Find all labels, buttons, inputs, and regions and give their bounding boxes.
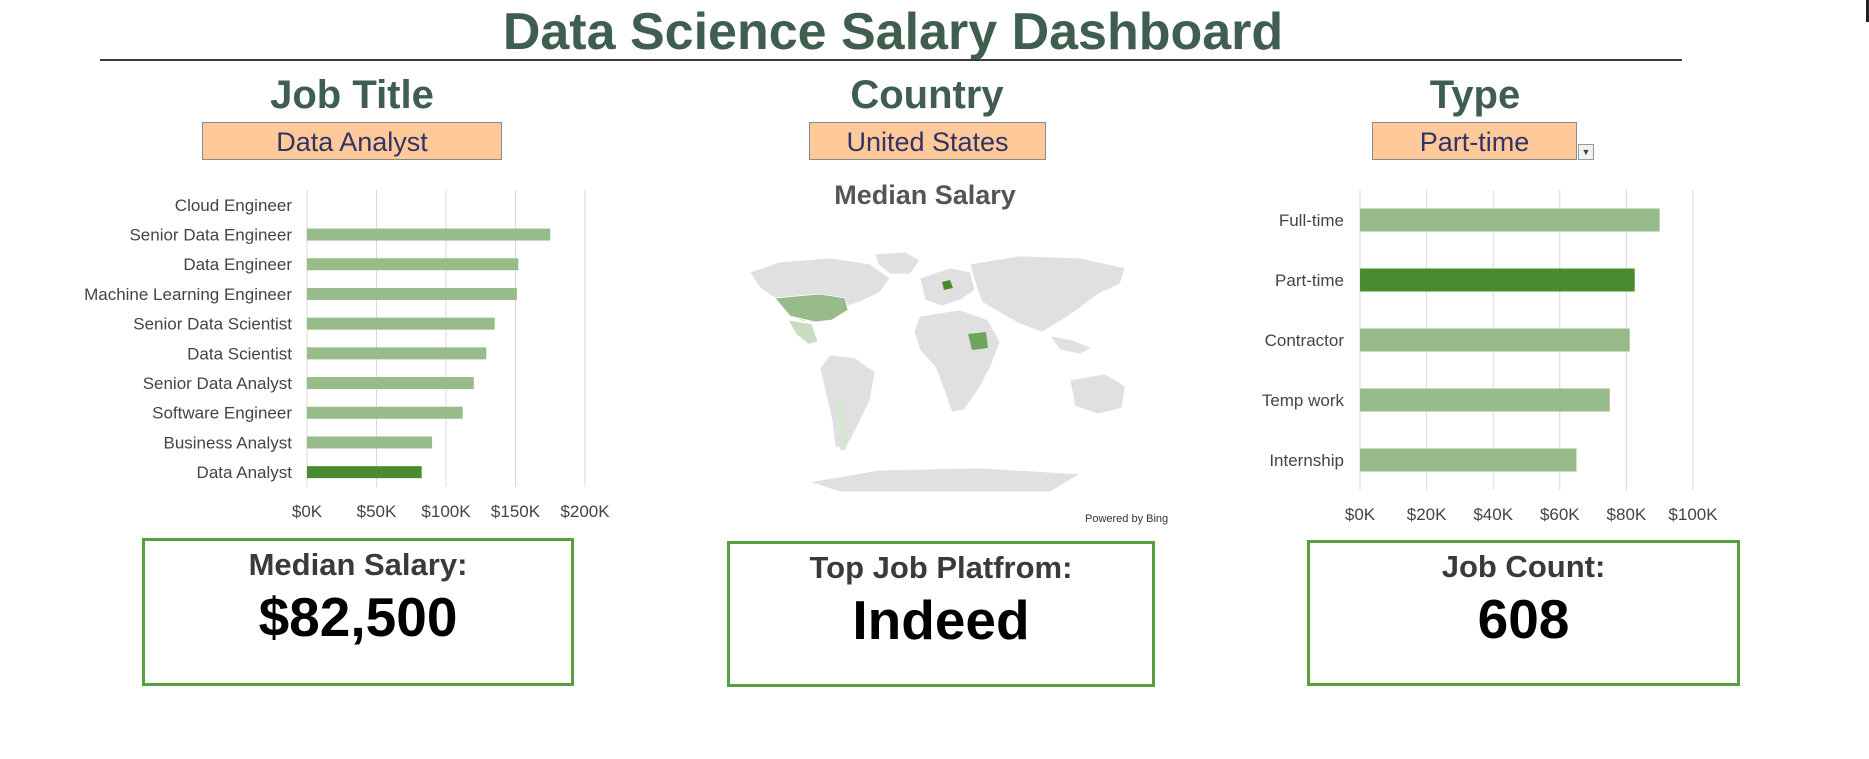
x-tick-label: $100K <box>1668 505 1718 524</box>
x-tick-label: $50K <box>357 502 397 521</box>
bar[interactable] <box>307 466 422 479</box>
type-selector[interactable]: Part-time <box>1372 122 1577 160</box>
x-tick-label: $0K <box>1345 505 1376 524</box>
map-region-antarctica <box>809 467 1082 493</box>
window-edge <box>1866 0 1869 22</box>
category-label: Business Analyst <box>163 433 292 452</box>
type-salary-chart: $0K $20K $40K $60K $80K $100K Full-time Part-ti… <box>1262 190 1718 524</box>
category-label: Internship <box>1269 451 1344 470</box>
country-heading: Country <box>850 73 1004 117</box>
map-region-sudan <box>968 332 988 350</box>
x-tick-label: $200K <box>560 502 610 521</box>
job-title-selector[interactable]: Data Analyst <box>202 122 502 160</box>
median-salary-card: Median Salary: $82,500 <box>142 538 574 686</box>
bar[interactable] <box>307 228 551 241</box>
top-platform-value: Indeed <box>852 589 1030 651</box>
job-count-card: Job Count: 608 <box>1307 540 1740 686</box>
map-region-south-america <box>819 354 876 451</box>
category-label: Temp work <box>1262 391 1345 410</box>
category-label: Senior Data Analyst <box>143 374 293 393</box>
job-title-heading: Job Title <box>270 73 434 117</box>
bar[interactable] <box>1360 208 1660 232</box>
bar[interactable] <box>307 377 474 390</box>
category-label: Data Analyst <box>197 463 293 482</box>
bar[interactable] <box>1360 328 1630 352</box>
category-label: Part-time <box>1275 271 1344 290</box>
category-label: Senior Data Engineer <box>129 226 292 245</box>
bar[interactable] <box>1360 448 1577 472</box>
category-label: Contractor <box>1265 331 1345 350</box>
map-region-germany <box>942 280 953 290</box>
map-title: Median Salary <box>834 180 1016 210</box>
category-label: Full-time <box>1279 211 1344 230</box>
map-region-united-states <box>774 293 849 323</box>
job-title-salary-chart: $0K $50K $100K $150K $200K Cloud Engineer Seni… <box>84 190 610 521</box>
type-heading: Type <box>1429 73 1521 117</box>
x-tick-label: $60K <box>1540 505 1580 524</box>
x-tick-label: $20K <box>1407 505 1447 524</box>
bar[interactable] <box>307 287 517 300</box>
world-map <box>749 251 1126 493</box>
x-tick-label: $150K <box>491 502 541 521</box>
bar[interactable] <box>1360 268 1635 292</box>
map-region-greenland <box>874 251 921 275</box>
category-label: Data Engineer <box>183 255 292 274</box>
map-region-africa <box>913 309 1001 413</box>
x-tick-label: $80K <box>1607 505 1647 524</box>
bar[interactable] <box>307 317 495 330</box>
type-dropdown-arrow-icon[interactable]: ▼ <box>1578 144 1594 160</box>
job-count-label: Job Count: <box>1441 549 1606 584</box>
map-region-mexico <box>787 319 819 345</box>
bar[interactable] <box>307 258 519 271</box>
x-tick-label: $100K <box>421 502 471 521</box>
map-region-australia <box>1069 373 1126 415</box>
category-label: Data Scientist <box>187 344 292 363</box>
top-platform-card: Top Job Platfrom: Indeed <box>727 541 1155 687</box>
x-tick-label: $0K <box>292 502 323 521</box>
bar[interactable] <box>1360 388 1610 412</box>
category-label: Machine Learning Engineer <box>84 285 292 304</box>
median-salary-label: Median Salary: <box>248 547 468 582</box>
map-region-southeast-asia <box>1049 335 1093 355</box>
category-label: Senior Data Scientist <box>133 315 292 334</box>
bar[interactable] <box>307 406 463 419</box>
map-attribution: Powered by Bing <box>1085 513 1169 525</box>
map-region-asia <box>969 255 1126 333</box>
map-region-chile <box>838 400 846 450</box>
bar[interactable] <box>307 347 487 360</box>
category-label: Cloud Engineer <box>175 196 293 215</box>
top-platform-label: Top Job Platfrom: <box>809 550 1073 585</box>
country-selector[interactable]: United States <box>809 122 1046 160</box>
title-divider <box>100 59 1682 61</box>
bar[interactable] <box>307 436 433 449</box>
median-salary-value: $82,500 <box>258 586 458 648</box>
category-label: Software Engineer <box>152 404 292 423</box>
job-count-value: 608 <box>1477 588 1570 650</box>
dashboard-title: Data Science Salary Dashboard <box>502 3 1284 61</box>
x-tick-label: $40K <box>1473 505 1513 524</box>
